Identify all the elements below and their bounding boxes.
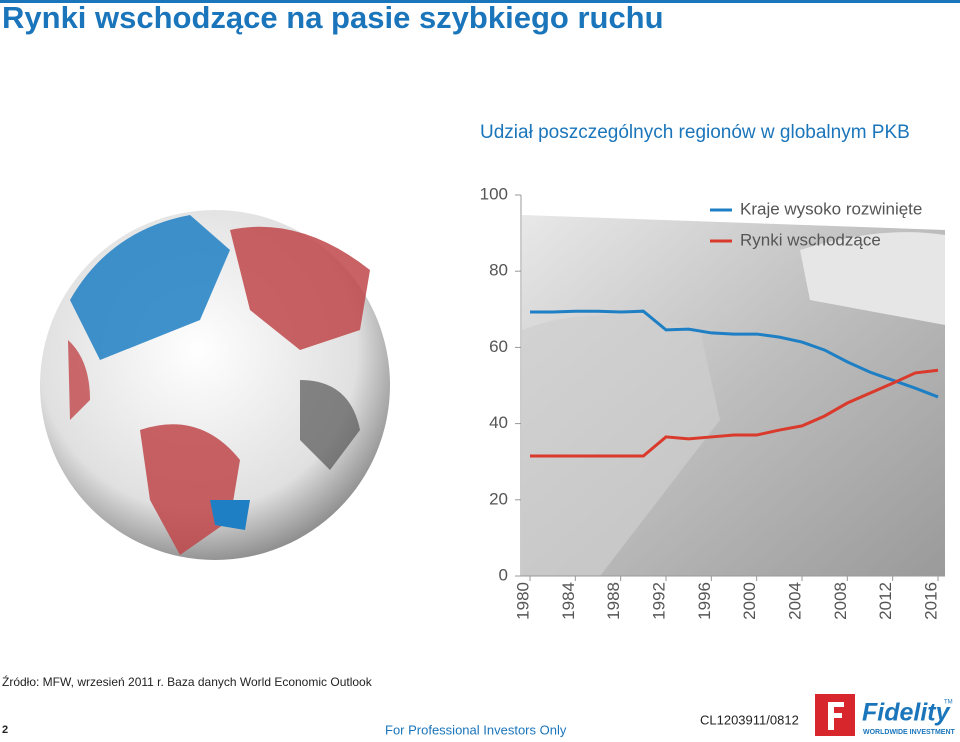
x-tick-label: 2016 (921, 582, 940, 620)
legend-label: Kraje wysoko rozwinięte (740, 199, 922, 218)
slide-title: Rynki wschodzące na pasie szybkiego ruch… (2, 0, 664, 35)
line (530, 309, 939, 399)
x-tick-label: 1996 (695, 582, 714, 620)
region (68, 340, 90, 420)
x-tick-label: 1984 (559, 582, 578, 620)
top-bar (0, 0, 960, 3)
x-tick-label: 2004 (785, 582, 804, 620)
x-tick-label: 1980 (513, 582, 532, 620)
chart-title: Udział poszczególnych regionów w globaln… (480, 122, 910, 143)
legend-label: Rynki wschodzące (740, 230, 881, 249)
y-tick-label: 40 (489, 413, 508, 432)
region (210, 500, 250, 530)
logo-tm: TM (944, 700, 953, 706)
y-tick-label: 0 (499, 565, 508, 584)
region (70, 215, 230, 360)
source: Źródło: MFW, wrzesień 2011 r. Baza danyc… (2, 674, 373, 689)
y-tick-label: 100 (480, 184, 508, 203)
car (800, 232, 945, 325)
page-number: 2 (2, 724, 8, 736)
y-tick-label: 80 (489, 261, 508, 280)
x-tick-label: 2000 (740, 582, 759, 620)
logo: Fidelity (862, 699, 951, 727)
x-tick-label: 1988 (604, 582, 623, 620)
y-tick-label: 20 (489, 489, 508, 508)
region (300, 380, 360, 470)
line (530, 368, 939, 458)
car (522, 315, 720, 576)
x-tick-label: 2008 (831, 582, 850, 620)
y-tick-label: 60 (489, 337, 508, 356)
region (230, 226, 370, 350)
code: CL1203911/0812 (700, 712, 799, 727)
logo-tagline: WORLDWIDE INVESTMENT (863, 729, 955, 736)
footer: For Professional Investors Only (385, 722, 567, 737)
x-tick-label: 1992 (649, 582, 668, 620)
x-tick-label: 2012 (876, 582, 895, 620)
logo-icon (828, 702, 844, 730)
